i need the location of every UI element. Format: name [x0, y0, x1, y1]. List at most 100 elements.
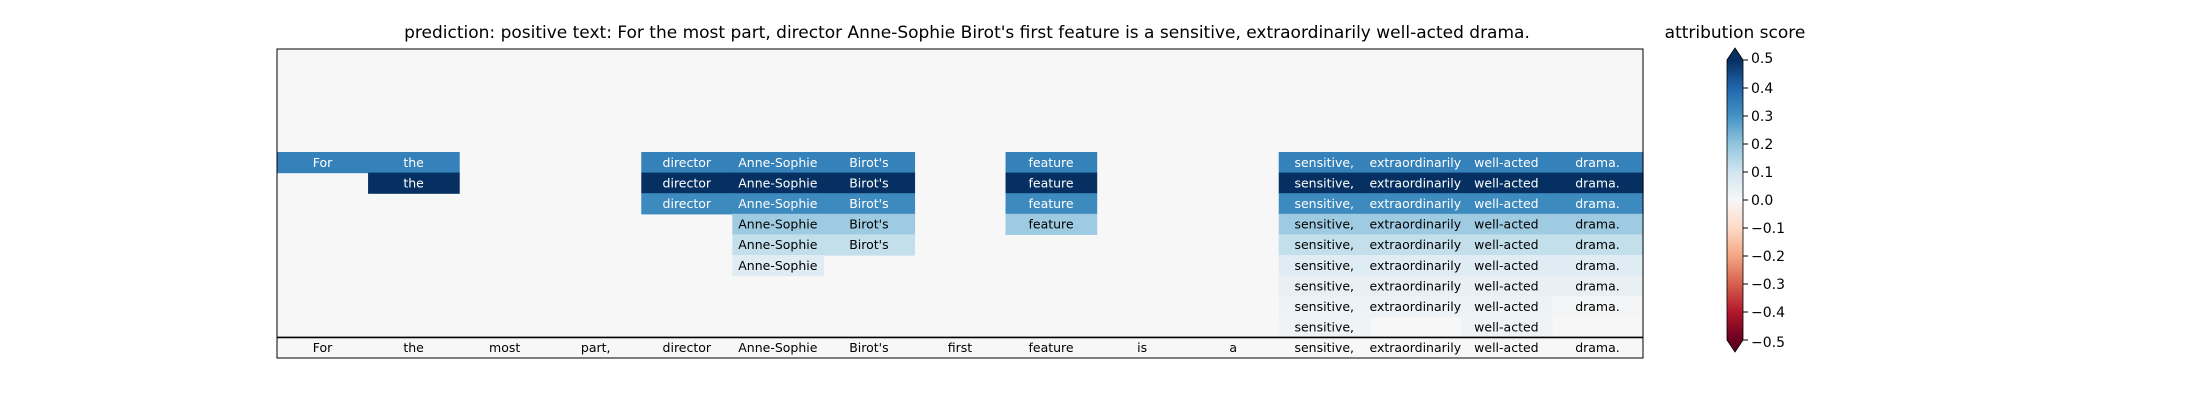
- cell-label: director: [663, 155, 712, 170]
- cell-label: well-acted: [1474, 258, 1538, 273]
- heatmap-cell: [732, 255, 824, 277]
- colorbar-tick-label: 0.3: [1751, 109, 1773, 125]
- heatmap-cell: [1551, 193, 1644, 215]
- cell-label: drama.: [1575, 299, 1620, 314]
- cell-label: well-acted: [1474, 320, 1538, 335]
- cell-label: feature: [1028, 175, 1073, 190]
- colorbar-tick-label: 0.2: [1751, 137, 1773, 153]
- cell-label: sensitive,: [1294, 237, 1354, 252]
- cell-label: feature: [1028, 196, 1073, 211]
- token-label: drama.: [1575, 340, 1620, 355]
- cell-label: For: [313, 155, 333, 170]
- heatmap-cell: [1278, 213, 1371, 235]
- heatmap-cell: [1369, 193, 1462, 215]
- token-label: most: [489, 340, 520, 355]
- heatmap-cell: [1551, 234, 1644, 256]
- heatmap-cell: [641, 172, 733, 194]
- heatmap-cell: [1551, 296, 1644, 318]
- heatmap-cell: [823, 172, 916, 194]
- token-label: feature: [1028, 340, 1073, 355]
- cell-label: drama.: [1575, 258, 1620, 273]
- heatmap-cell: [823, 152, 916, 174]
- cell-label: extraordinarily: [1370, 217, 1462, 232]
- colorbar-tick-label: 0.1: [1751, 165, 1773, 181]
- token-label: the: [403, 340, 424, 355]
- cell-label: drama.: [1575, 196, 1620, 211]
- chart-title: prediction: positive text: For the most …: [404, 23, 1530, 43]
- cell-label: Anne-Sophie: [738, 217, 818, 232]
- heatmap-cell: [823, 213, 916, 235]
- colorbar-tick-label: −0.4: [1751, 305, 1785, 321]
- colorbar-extend-top: [1727, 48, 1743, 60]
- heatmap-cell: [1551, 275, 1644, 297]
- heatmap-cell: [1551, 255, 1644, 277]
- heatmap-cell: [1460, 255, 1553, 277]
- heatmap-cell: [1278, 255, 1371, 277]
- token-label: Birot's: [849, 340, 888, 355]
- cell-label: well-acted: [1474, 237, 1538, 252]
- cell-label: extraordinarily: [1370, 175, 1462, 190]
- heatmap-cell: [1551, 172, 1644, 194]
- colorbar-tick-label: −0.2: [1751, 249, 1785, 265]
- heatmap-cell: [1551, 213, 1644, 235]
- cell-label: Anne-Sophie: [738, 237, 818, 252]
- token-label: well-acted: [1474, 340, 1538, 355]
- heatmap-cell: [732, 234, 824, 256]
- cell-label: extraordinarily: [1370, 258, 1462, 273]
- heatmap-cell: [1460, 172, 1553, 194]
- cell-label: Anne-Sophie: [738, 258, 818, 273]
- heatmap-frame: [276, 48, 1644, 359]
- token-label: Anne-Sophie: [738, 340, 818, 355]
- heatmap-cell: [1369, 255, 1462, 277]
- cell-label: well-acted: [1474, 155, 1538, 170]
- colorbar-title: attribution score: [1665, 23, 1806, 43]
- heatmap-cell: [1278, 296, 1371, 318]
- heatmap-cell: [1369, 275, 1462, 297]
- heatmap-cell: [1460, 316, 1553, 338]
- heatmap-cell: [368, 152, 460, 174]
- heatmap-cell: [1278, 193, 1371, 215]
- heatmap-cell: [732, 213, 824, 235]
- heatmap-cell: [1278, 316, 1371, 338]
- colorbar-tick-label: −0.1: [1751, 221, 1785, 237]
- heatmap-cell: [1278, 234, 1371, 256]
- heatmap-cell: [641, 152, 733, 174]
- heatmap-cell: [277, 152, 369, 174]
- colorbar: attribution score 0.4 0.3 0.2 0.1 0.0 −0.1 −0.…: [1665, 23, 1806, 353]
- cell-label: the: [403, 175, 424, 190]
- heatmap-cell: [1460, 152, 1553, 174]
- heatmap-cell: [1460, 234, 1553, 256]
- heatmap-cell: [1005, 213, 1098, 235]
- cell-label: Birot's: [849, 237, 888, 252]
- colorbar-extend-bottom: [1727, 340, 1743, 352]
- cell-label: extraordinarily: [1370, 196, 1462, 211]
- cell-label: Birot's: [849, 175, 888, 190]
- cell-label: extraordinarily: [1370, 278, 1462, 293]
- heatmap-cell: [1369, 213, 1462, 235]
- token-label: is: [1137, 340, 1147, 355]
- cell-label: director: [663, 175, 712, 190]
- colorbar-tick-label: −0.3: [1751, 277, 1785, 293]
- heatmap: For the director Anne-Sophie Birot's feature s…: [276, 48, 1644, 359]
- cell-label: well-acted: [1474, 278, 1538, 293]
- cell-label: extraordinarily: [1370, 237, 1462, 252]
- heatmap-cell: [1005, 193, 1098, 215]
- cell-label: sensitive,: [1294, 258, 1354, 273]
- cell-label: Anne-Sophie: [738, 175, 818, 190]
- cell-label: feature: [1028, 155, 1073, 170]
- token-label: For: [313, 340, 333, 355]
- cell-label: sensitive,: [1294, 155, 1354, 170]
- cell-label: drama.: [1575, 175, 1620, 190]
- heatmap-cell: [1460, 193, 1553, 215]
- heatmap-cell: [1369, 234, 1462, 256]
- cell-label: well-acted: [1474, 196, 1538, 211]
- cell-label: Birot's: [849, 217, 888, 232]
- cell-label: drama.: [1575, 278, 1620, 293]
- token-label: part,: [581, 340, 611, 355]
- heatmap-cell: [1005, 172, 1098, 194]
- token-label: sensitive,: [1294, 340, 1354, 355]
- cell-label: extraordinarily: [1370, 155, 1462, 170]
- cell-label: sensitive,: [1294, 217, 1354, 232]
- cell-label: feature: [1028, 217, 1073, 232]
